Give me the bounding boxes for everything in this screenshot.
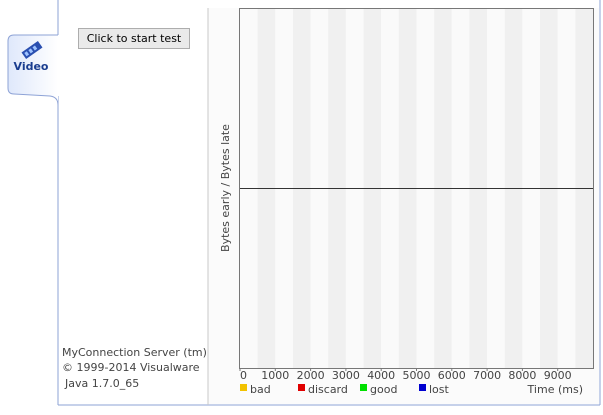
legend-label: bad [250, 383, 271, 396]
x-tick-label: 6000 [438, 369, 466, 382]
x-tick-label: 7000 [473, 369, 501, 382]
legend-label: lost [429, 383, 450, 396]
x-tick-label: 1000 [261, 369, 289, 382]
x-tick-label: 9000 [544, 369, 572, 382]
legend-swatch [298, 384, 305, 391]
x-tick-label: 0 [240, 369, 247, 382]
y-axis-label: Bytes early / Bytes late [219, 124, 232, 252]
footer-line: © 1999-2014 Visualware [62, 361, 200, 374]
legend-label: good [370, 383, 397, 396]
legend-swatch [240, 384, 247, 391]
x-tick-label: 4000 [367, 369, 395, 382]
x-tick-label: 8000 [508, 369, 536, 382]
x-tick-label: 5000 [403, 369, 431, 382]
start-button-label[interactable]: Click to start test [87, 32, 182, 45]
x-tick-label: 3000 [332, 369, 360, 382]
x-tick-label: 2000 [297, 369, 325, 382]
video-tab[interactable] [7, 34, 59, 106]
legend-swatch [360, 384, 367, 391]
tab-label[interactable]: Video [14, 60, 49, 73]
footer-line: Java 1.7.0_65 [64, 377, 139, 390]
footer-line: MyConnection Server (tm) 9.7i [62, 346, 231, 359]
plot-background [240, 9, 593, 368]
legend-swatch [419, 384, 426, 391]
legend-label: discard [308, 383, 348, 396]
x-axis-label: Time (ms) [527, 383, 583, 396]
start-button[interactable] [78, 28, 190, 49]
video-icon [21, 40, 43, 60]
